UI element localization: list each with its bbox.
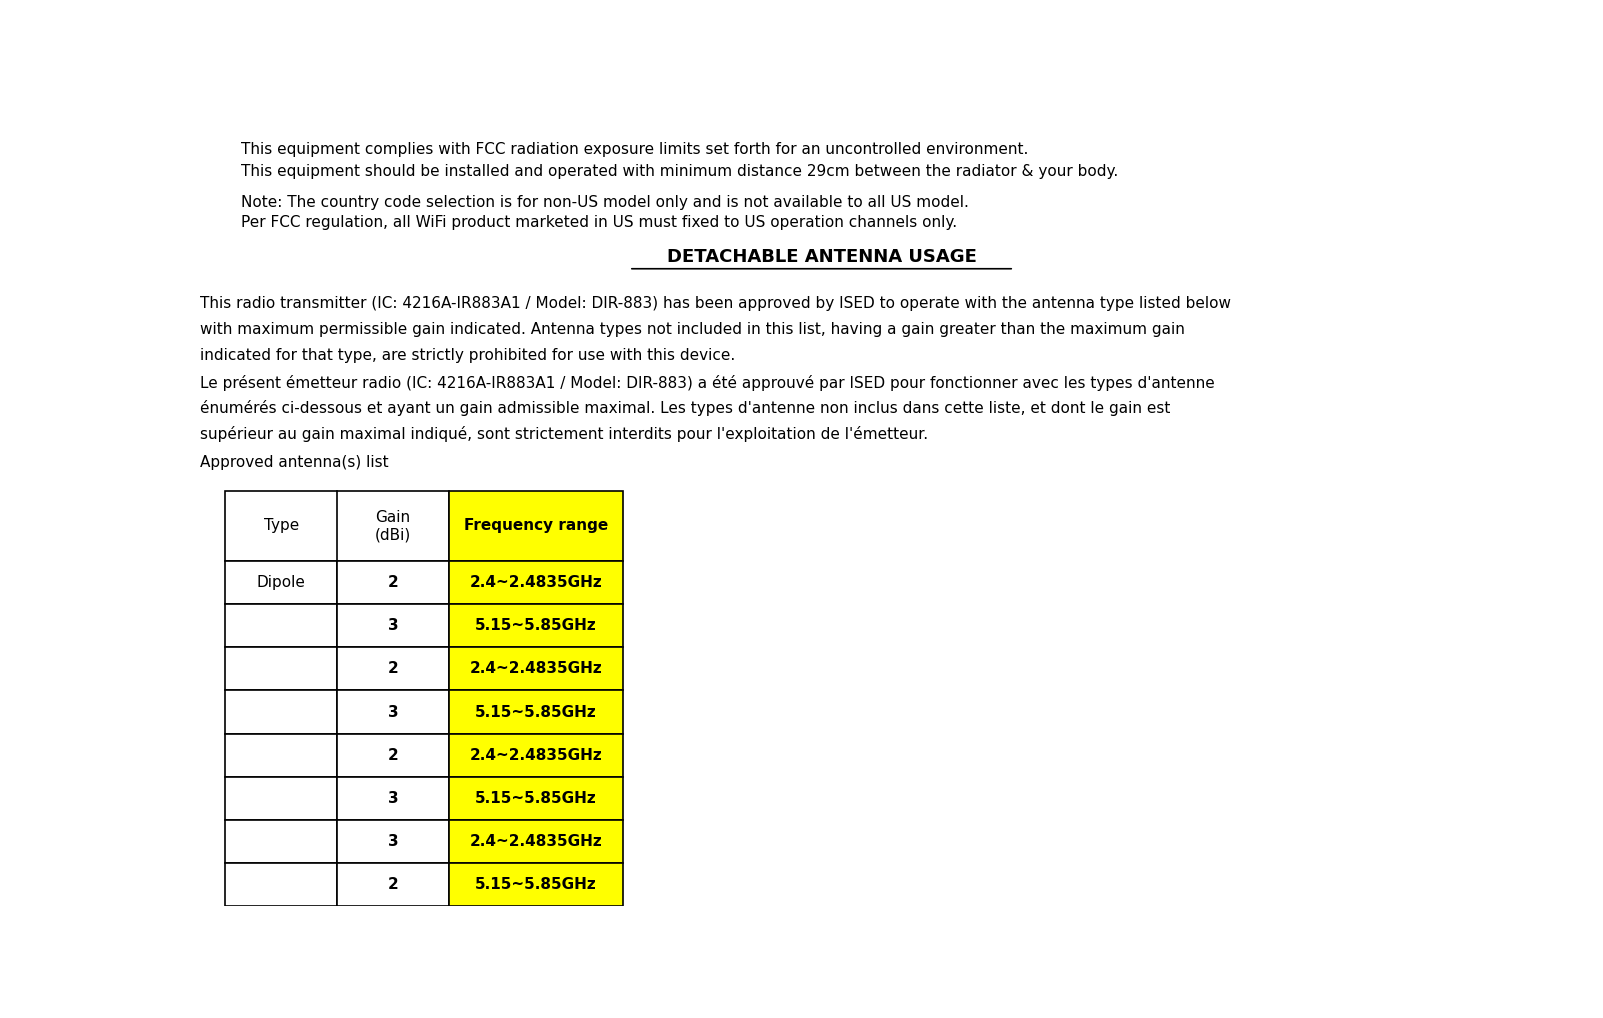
Bar <box>224 777 337 819</box>
Bar <box>224 690 337 734</box>
Text: 5.15~5.85GHz: 5.15~5.85GHz <box>474 704 596 720</box>
Bar <box>224 491 449 561</box>
Text: Dipole: Dipole <box>256 575 306 590</box>
Text: Type: Type <box>263 518 298 533</box>
Text: 5.15~5.85GHz: 5.15~5.85GHz <box>474 791 596 805</box>
Text: This equipment complies with FCC radiation exposure limits set forth for an unco: This equipment complies with FCC radiati… <box>242 142 1029 157</box>
Text: 5.15~5.85GHz: 5.15~5.85GHz <box>474 876 596 892</box>
Text: with maximum permissible gain indicated. Antenna types not included in this list: with maximum permissible gain indicated.… <box>200 322 1185 337</box>
Text: 2: 2 <box>388 876 398 892</box>
Bar <box>337 647 449 690</box>
Bar <box>449 491 624 561</box>
Text: 2: 2 <box>388 662 398 676</box>
Bar <box>224 605 337 647</box>
Text: Le présent émetteur radio (IC: 4216A-IR883A1 / Model: DIR-883) a été approuvé pa: Le présent émetteur radio (IC: 4216A-IR8… <box>200 375 1215 391</box>
Bar <box>337 863 449 906</box>
Text: 2.4~2.4835GHz: 2.4~2.4835GHz <box>470 575 603 590</box>
Text: Note: The country code selection is for non-US model only and is not available t: Note: The country code selection is for … <box>242 195 970 210</box>
Bar <box>337 690 449 734</box>
Text: This radio transmitter (IC: 4216A-IR883A1 / Model: DIR-883) has been approved by: This radio transmitter (IC: 4216A-IR883A… <box>200 296 1231 312</box>
Text: 3: 3 <box>388 618 398 633</box>
Text: énumérés ci-dessous et ayant un gain admissible maximal. Les types d'antenne non: énumérés ci-dessous et ayant un gain adm… <box>200 400 1170 416</box>
Text: 2.4~2.4835GHz: 2.4~2.4835GHz <box>470 834 603 849</box>
Bar <box>449 819 624 863</box>
Text: 2: 2 <box>388 747 398 762</box>
Bar <box>449 647 624 690</box>
Bar <box>449 561 624 605</box>
Bar <box>449 863 624 906</box>
Bar <box>337 819 449 863</box>
Bar <box>337 734 449 777</box>
Text: 2: 2 <box>388 575 398 590</box>
Text: 2.4~2.4835GHz: 2.4~2.4835GHz <box>470 662 603 676</box>
Text: 3: 3 <box>388 704 398 720</box>
Bar <box>449 734 624 777</box>
Bar <box>224 647 337 690</box>
Text: 3: 3 <box>388 791 398 805</box>
Bar <box>224 819 337 863</box>
Bar <box>224 561 337 605</box>
Text: 2.4~2.4835GHz: 2.4~2.4835GHz <box>470 747 603 762</box>
Text: Gain
(dBi): Gain (dBi) <box>375 510 410 542</box>
Text: Per FCC regulation, all WiFi product marketed in US must fixed to US operation c: Per FCC regulation, all WiFi product mar… <box>242 215 957 230</box>
Text: indicated for that type, are strictly prohibited for use with this device.: indicated for that type, are strictly pr… <box>200 348 736 362</box>
Text: This equipment should be installed and operated with minimum distance 29cm betwe: This equipment should be installed and o… <box>242 164 1119 179</box>
Text: Approved antenna(s) list: Approved antenna(s) list <box>200 455 390 470</box>
Text: DETACHABLE ANTENNA USAGE: DETACHABLE ANTENNA USAGE <box>667 247 976 266</box>
Bar <box>224 863 337 906</box>
Bar <box>449 777 624 819</box>
Bar <box>449 690 624 734</box>
Text: Frequency range: Frequency range <box>463 518 608 533</box>
Text: 5.15~5.85GHz: 5.15~5.85GHz <box>474 618 596 633</box>
Bar <box>224 734 337 777</box>
Bar <box>449 605 624 647</box>
Bar <box>337 561 449 605</box>
Text: supérieur au gain maximal indiqué, sont strictement interdits pour l'exploitatio: supérieur au gain maximal indiqué, sont … <box>200 427 928 442</box>
Bar <box>337 605 449 647</box>
Text: 3: 3 <box>388 834 398 849</box>
Bar <box>337 777 449 819</box>
